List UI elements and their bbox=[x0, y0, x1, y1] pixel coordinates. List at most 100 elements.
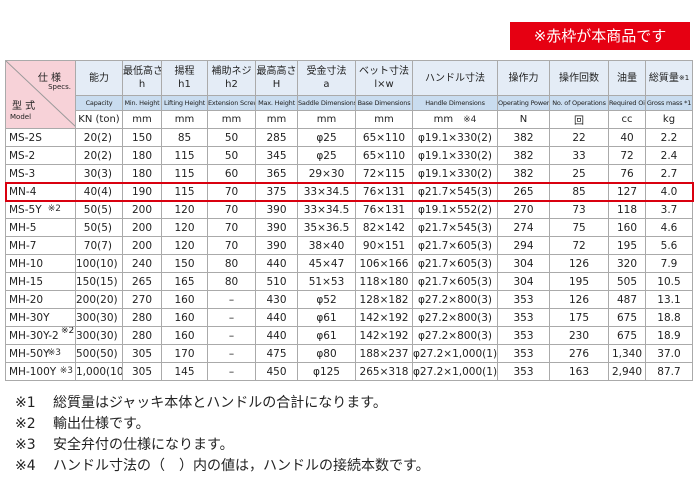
data-cell: φ125 bbox=[297, 362, 356, 381]
unit-text: mm bbox=[132, 114, 152, 125]
model-cell: MH-30Y-2※2※3 bbox=[5, 326, 76, 345]
data-cell: 160 bbox=[161, 326, 208, 345]
data-cell: 22 bbox=[549, 128, 609, 147]
data-cell: 2.2 bbox=[645, 128, 693, 147]
data-cell: – bbox=[207, 344, 256, 363]
data-cell: 265 bbox=[122, 272, 162, 291]
header-ja-text: 油量 bbox=[617, 72, 637, 84]
data-cell: 120 bbox=[161, 236, 208, 255]
data-cell: 345 bbox=[255, 146, 298, 165]
data-cell: 70(7) bbox=[75, 236, 123, 255]
header-en: Lifting Height bbox=[161, 95, 208, 111]
header-symbol: h2 bbox=[225, 79, 238, 90]
data-cell: φ61 bbox=[297, 326, 356, 345]
data-cell: φ80 bbox=[297, 344, 356, 363]
data-cell: 37.0 bbox=[645, 344, 693, 363]
note: ※2 輸出仕様です。 bbox=[15, 413, 430, 434]
data-cell: φ61 bbox=[297, 308, 356, 327]
unit-text: kg bbox=[662, 114, 676, 125]
data-cell: 270 bbox=[122, 290, 162, 309]
unit-text: mm bbox=[316, 114, 337, 125]
data-cell: φ21.7×545(3) bbox=[412, 218, 498, 237]
corner-en-bottom: Model bbox=[10, 113, 32, 121]
data-row: MH-30Y 300(30) 280 160–440 φ61 142×192 φ27.2×8… bbox=[5, 308, 693, 327]
data-cell: 70 bbox=[207, 200, 256, 219]
data-cell: φ25 bbox=[297, 146, 356, 165]
header-ja-text: 最高高さ bbox=[256, 66, 297, 77]
model-cell: MS-2S bbox=[5, 128, 76, 147]
data-cell: 304 bbox=[497, 272, 550, 291]
data-cell: 175 bbox=[549, 308, 609, 327]
data-cell: 127 bbox=[608, 182, 646, 201]
data-cell: 280 bbox=[122, 326, 162, 345]
data-row: MN-4 40(4) 190 115 70 375 33×34.5 76×131 φ21.7×5… bbox=[5, 182, 693, 201]
header-unit: mm bbox=[355, 110, 413, 129]
header-ja-text: 操作力 bbox=[508, 72, 539, 84]
header-en: Max. Height bbox=[255, 95, 298, 111]
data-cell: 76×131 bbox=[355, 200, 413, 219]
data-cell: φ25 bbox=[297, 128, 356, 147]
model-cell: MH-30Y bbox=[5, 308, 76, 327]
data-cell: φ19.1×552(2) bbox=[412, 200, 498, 219]
data-cell: – bbox=[207, 326, 256, 345]
data-cell: φ19.1×330(2) bbox=[412, 128, 498, 147]
data-cell: 60 bbox=[207, 164, 256, 183]
data-cell: 80 bbox=[207, 254, 256, 273]
header-symbol: h1 bbox=[178, 79, 191, 90]
header-row: KN (ton) mm mm mm mm mm mm mm ※4 N 回 cc kg bbox=[6, 110, 693, 129]
header-symbol: H bbox=[272, 79, 281, 90]
data-cell: 118 bbox=[608, 200, 646, 219]
model-mark: ※2 bbox=[47, 204, 61, 214]
data-cell: 2.4 bbox=[645, 146, 693, 165]
data-cell: 305 bbox=[122, 344, 162, 363]
header-ja-text: 総質量 bbox=[648, 72, 679, 84]
unit-text: mm bbox=[221, 114, 242, 125]
data-cell: 142×192 bbox=[355, 326, 413, 345]
data-cell: 160 bbox=[161, 290, 208, 309]
data-cell: 510 bbox=[255, 272, 298, 291]
data-cell: 35×36.5 bbox=[297, 218, 356, 237]
data-cell: 188×237 bbox=[355, 344, 413, 363]
data-cell: 195 bbox=[608, 236, 646, 255]
data-cell: 1,340 bbox=[608, 344, 646, 363]
data-cell: 294 bbox=[497, 236, 550, 255]
data-cell: 145 bbox=[161, 362, 208, 381]
data-cell: 51×53 bbox=[297, 272, 356, 291]
header-row: 仕 様 Specs. 型 式 Model 能力 最低高さ h 揚程 h1 補助ネジ h2 最高高さ H 受… bbox=[5, 60, 693, 129]
unit-text: mm bbox=[266, 114, 287, 125]
highlight-frame bbox=[4, 181, 694, 202]
header-en: Gross mass *1 bbox=[645, 95, 693, 111]
note-text: 総質量はジャッキ本体とハンドルの合計になります。 bbox=[53, 395, 387, 411]
data-cell: 475 bbox=[255, 344, 298, 363]
data-cell: φ21.7×605(3) bbox=[412, 272, 498, 291]
data-cell: 382 bbox=[497, 164, 550, 183]
header-unit: mm bbox=[122, 110, 162, 129]
header-en: Capacity bbox=[75, 95, 123, 111]
data-cell: 90×151 bbox=[355, 236, 413, 255]
corner-en-top: Specs. bbox=[48, 83, 71, 91]
header-en: Required Oil bbox=[608, 95, 646, 111]
data-cell: 270 bbox=[497, 200, 550, 219]
header-ja: 油量 bbox=[608, 60, 646, 96]
note-text: 安全弁付の仕様になります。 bbox=[53, 437, 234, 453]
data-cell: φ27.2×800(3) bbox=[412, 290, 498, 309]
model-name: MH-30Y bbox=[9, 311, 50, 324]
data-cell: 73 bbox=[549, 200, 609, 219]
header-unit: kg bbox=[645, 110, 693, 129]
data-cell: 50 bbox=[207, 146, 256, 165]
header-row: Capacity Min. Height Lifting Height Extensi… bbox=[6, 95, 693, 111]
model-name: MH-5 bbox=[9, 221, 37, 234]
header-symbol: l×w bbox=[374, 79, 394, 90]
data-cell: 115 bbox=[161, 182, 208, 201]
note-mark: ※1 bbox=[15, 395, 36, 411]
unit-text: KN (ton) bbox=[78, 114, 120, 125]
model-mark: ※2※3 bbox=[61, 326, 75, 336]
data-cell: 7.9 bbox=[645, 254, 693, 273]
model-name: MH-50Y bbox=[9, 347, 50, 360]
data-cell: φ19.1×330(2) bbox=[412, 164, 498, 183]
corner-cell: 仕 様 Specs. 型 式 Model bbox=[5, 60, 76, 129]
data-cell: 165 bbox=[161, 272, 208, 291]
model-cell: MH-20 bbox=[5, 290, 76, 309]
data-row: MH-100Y※31,000(100)305145–450φ125265×318… bbox=[5, 362, 693, 381]
